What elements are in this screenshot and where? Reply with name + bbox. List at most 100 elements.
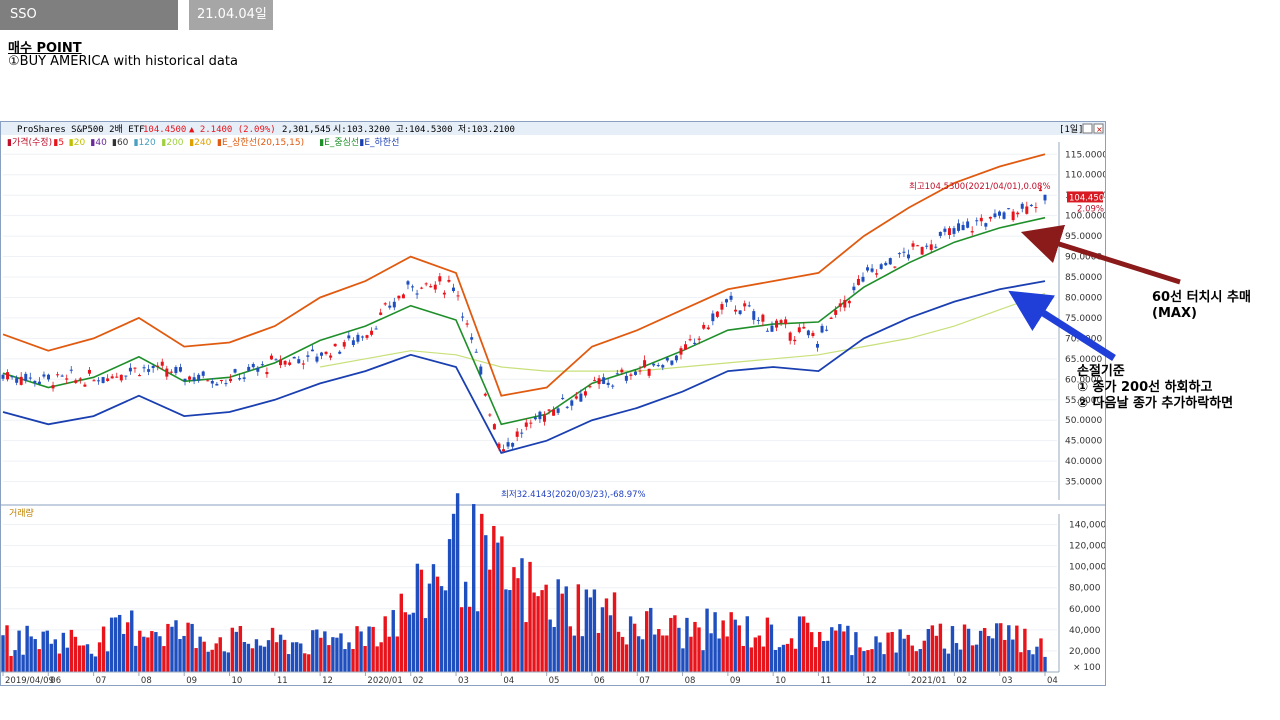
volume-bar — [624, 644, 629, 672]
price-tick-label: 60.0000 — [1065, 375, 1102, 385]
volume-bar — [375, 646, 379, 672]
candle-body — [315, 356, 319, 362]
candle-body — [265, 371, 269, 375]
volume-bar — [741, 645, 745, 672]
volume-bar — [311, 630, 315, 672]
volume-bar — [914, 651, 918, 672]
legend-item: ▮5 — [53, 138, 64, 148]
volume-bar — [202, 641, 206, 672]
price-tick-label: 40.0000 — [1065, 457, 1102, 467]
candle-body — [620, 369, 624, 373]
volume-bar — [1007, 625, 1011, 672]
volume-tick-label: 60,000 — [1069, 605, 1101, 615]
volume-bar — [488, 569, 492, 672]
volume-bar — [351, 648, 355, 672]
close-icon[interactable] — [1093, 123, 1104, 134]
candle-body — [793, 339, 797, 342]
volume-bar — [339, 633, 343, 672]
volume-bar — [105, 651, 110, 672]
candle-body — [429, 286, 433, 288]
page-subtitle: ①BUY AMERICA with historical data — [8, 54, 238, 69]
volume-bar — [705, 608, 709, 672]
candle-body — [957, 223, 961, 231]
volume-bar — [978, 630, 983, 672]
candle-body — [688, 339, 692, 341]
volume-tick-label: 80,000 — [1069, 584, 1101, 594]
date-tick-label: 02 — [956, 676, 967, 685]
volume-bar — [649, 607, 653, 672]
volume-bar — [69, 629, 74, 672]
last-price-label: 104.4500 — [1069, 193, 1105, 203]
volume-bar — [858, 647, 862, 672]
volume-bar — [93, 656, 98, 672]
chart-change: ▲ 2.1400 (2.09%) — [189, 125, 276, 135]
stoploss-title: 손절기준 — [1077, 364, 1125, 379]
volume-bar — [532, 592, 536, 672]
candle-body — [684, 344, 688, 350]
high-callout: 최고104.5300(2021/04/01),0.08% — [909, 181, 1051, 192]
volume-bar — [65, 647, 70, 672]
candle-body — [706, 327, 710, 330]
volume-legend: 거래량 — [9, 507, 34, 519]
volume-bar — [580, 636, 585, 672]
candle-body — [643, 360, 647, 368]
price-tick-label: 90.0000 — [1065, 253, 1102, 263]
stock-chart[interactable]: ProShares S&P500 2배 ETF 104.4500 ▲ 2.140… — [0, 121, 1106, 686]
period-button[interactable]: [1일] — [1059, 124, 1084, 135]
volume-bar — [134, 645, 138, 672]
volume-bar — [528, 561, 532, 672]
volume-bar — [443, 590, 448, 672]
volume-bar — [1, 635, 5, 672]
candle-body — [210, 380, 214, 384]
volume-bar — [154, 632, 158, 672]
volume-bar — [818, 631, 822, 672]
volume-unit-label: × 100 — [1073, 663, 1101, 673]
volume-bar — [556, 579, 560, 672]
volume-bar — [371, 626, 375, 672]
volume-bar — [198, 636, 202, 672]
candle-body — [306, 355, 310, 357]
volume-bar — [918, 649, 922, 672]
chart-price: 104.4500 — [143, 125, 186, 135]
volume-bar — [303, 653, 307, 672]
volume-bar — [982, 627, 987, 672]
candle-body — [110, 376, 114, 379]
candle-body — [1025, 206, 1029, 214]
volume-bar — [218, 637, 222, 672]
volume-bar — [805, 622, 810, 672]
volume-bar — [262, 646, 267, 672]
candle-body — [829, 317, 833, 319]
candle-body — [875, 273, 879, 275]
volume-bar — [41, 631, 45, 672]
volume-bar — [504, 589, 508, 672]
volume-bar — [49, 643, 53, 672]
date-tick-label: 09 — [730, 676, 741, 685]
volume-bar — [773, 649, 778, 672]
candle-body — [520, 432, 524, 434]
volume-bar — [5, 625, 9, 672]
volume-bar — [628, 616, 633, 672]
chart-legend: ▮가격(수정) ▮5 ▮20 ▮40 ▮60 ▮120 ▮200 ▮240 ▮E_상한선(20,… — [7, 136, 399, 148]
candle-body — [101, 377, 105, 384]
volume-bar — [600, 607, 605, 672]
candle-body — [579, 393, 583, 402]
candle-body — [283, 360, 287, 365]
volume-bar — [355, 626, 359, 672]
volume-bar — [701, 650, 705, 672]
volume-bar — [769, 624, 774, 672]
candle-body — [433, 284, 437, 290]
candle-body — [197, 374, 201, 381]
date-tick-label: 2021/01 — [911, 676, 946, 685]
volume-bar — [258, 645, 263, 672]
minimize-icon[interactable] — [1082, 123, 1093, 134]
candle-body — [729, 295, 733, 300]
volume-bar — [146, 637, 150, 672]
volume-bar — [685, 617, 689, 672]
middle-band-line — [2, 216, 1046, 426]
candle-body — [847, 300, 851, 304]
candle-body — [715, 311, 719, 317]
candle-body — [938, 231, 942, 236]
candle-body — [943, 228, 947, 232]
volume-bar — [697, 627, 701, 672]
volume-bar — [604, 598, 609, 672]
